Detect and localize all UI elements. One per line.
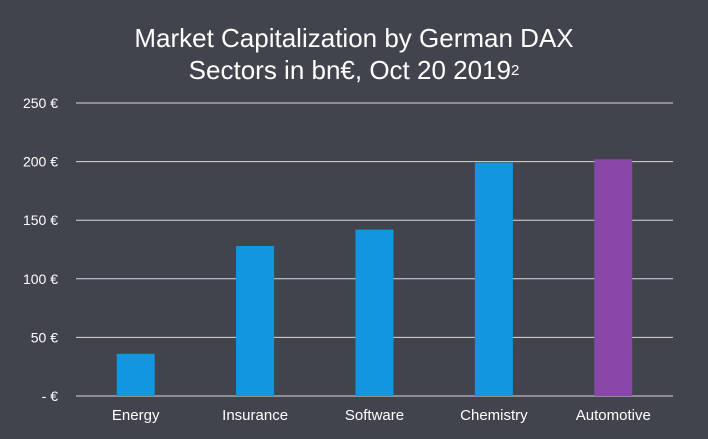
x-tick-label: Energy [112, 407, 160, 424]
chart-title-line-2-text: Sectors in bn€, Oct 20 2019 [188, 55, 511, 85]
y-tick-label: - € [42, 388, 59, 404]
bars [116, 159, 633, 396]
bar-automotive [594, 159, 633, 396]
x-axis: Energy Insurance Software Chemistry Automoti… [112, 407, 651, 424]
chart-title-footnote: 2 [510, 62, 520, 79]
x-tick-label: Software [345, 407, 404, 424]
chart-title-line-1: Market Capitalization by German DAX [134, 23, 574, 53]
bar-software [355, 229, 394, 396]
y-axis: - € 50 € 100 € 150 € 200 € 250 € [23, 95, 58, 404]
chart-title-line-2: Sectors in bn€, Oct 20 20192 [0, 54, 708, 86]
bar-chemistry [474, 162, 513, 396]
chart-title: Market Capitalization by German DAX Sect… [0, 22, 708, 86]
y-tick-label: 100 € [23, 271, 58, 287]
bar-insurance [236, 245, 275, 396]
y-tick-label: 250 € [23, 95, 58, 111]
y-tick-label: 200 € [23, 154, 58, 170]
x-tick-label: Chemistry [460, 407, 528, 424]
y-tick-label: 150 € [23, 212, 58, 228]
x-tick-label: Automotive [576, 407, 651, 424]
y-tick-label: 50 € [31, 329, 58, 345]
bar-energy [116, 353, 155, 396]
x-tick-label: Insurance [222, 407, 288, 424]
